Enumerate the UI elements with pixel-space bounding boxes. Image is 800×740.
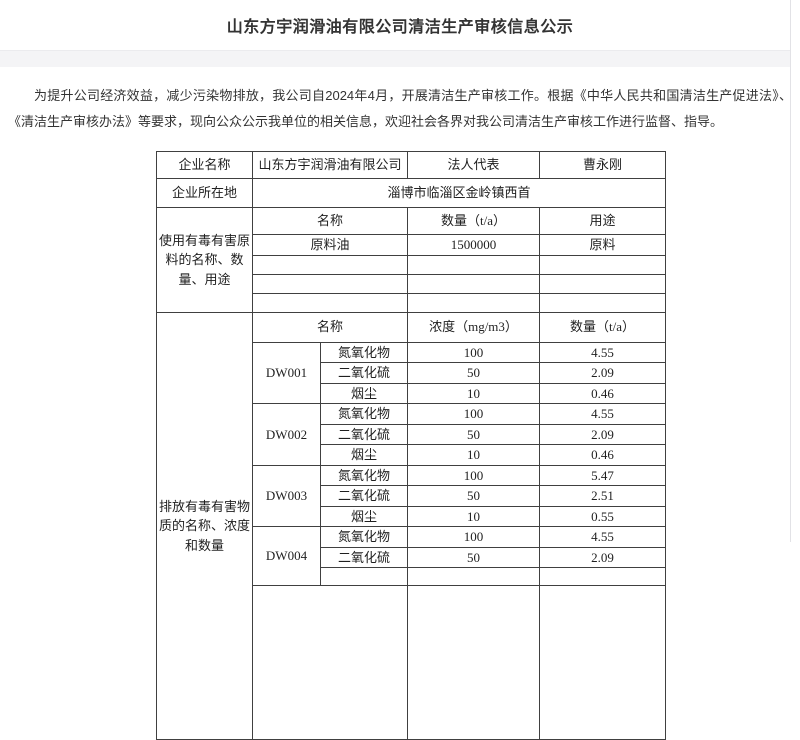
materials-header-qty: 数量（t/a）: [407, 207, 540, 235]
location-row: 企业所在地 淄博市临淄区金岭镇西首: [156, 178, 666, 208]
pollutant-conc-cell: 100: [407, 341, 540, 363]
emissions-row: DW002 氮氧化物 100 4.55: [157, 403, 666, 466]
pollutant-conc-cell: 50: [407, 423, 540, 445]
company-row: 企业名称 山东方宇润滑油有限公司 法人代表 曹永刚: [156, 151, 666, 179]
emissions-header-row: 排放有毒有害物质的名称、浓度和数量 名称 浓度（mg/m3） 数量（t/a）: [156, 311, 666, 740]
location-value: 淄博市临淄区金岭镇西首: [252, 178, 666, 208]
pollutant-name-cell: 二氧化硫: [320, 362, 408, 384]
emissions-row: 烟尘 10 0.55: [157, 505, 666, 527]
pollutant-qty-cell: 2.09: [539, 362, 666, 384]
pollutant-name-cell: 二氧化硫: [320, 546, 408, 568]
emissions-row: 烟尘 10 0.46: [157, 382, 666, 404]
pollutant-qty-cell: 0.46: [539, 444, 666, 466]
legal-rep-value: 曹永刚: [539, 151, 666, 179]
legal-rep-label: 法人代表: [407, 151, 540, 179]
disclosure-table: 企业名称 山东方宇润滑油有限公司 法人代表 曹永刚 企业所在地 淄博市临淄区金岭…: [156, 151, 666, 740]
empty-cell: [407, 273, 540, 294]
outlet-code-cell: DW001: [252, 341, 321, 404]
pollutant-qty-cell: 4.55: [539, 403, 666, 425]
empty-cell: [252, 273, 408, 294]
pollutant-qty-cell: 2.09: [539, 546, 666, 568]
materials-empty-row: [157, 254, 666, 275]
pollutant-conc-cell: 50: [407, 546, 540, 568]
company-name-label: 企业名称: [156, 151, 253, 179]
pollutant-qty-cell: 0.55: [539, 505, 666, 527]
materials-header-use: 用途: [539, 207, 666, 235]
emissions-header-qty: 数量（t/a）: [539, 311, 666, 343]
empty-cell: [407, 567, 540, 586]
intro-paragraph: 为提升公司经济效益，减少污染物排放，我公司自2024年4月，开展清洁生产审核工作…: [8, 88, 792, 129]
pollutant-conc-cell: 50: [407, 362, 540, 384]
emissions-row: 二氧化硫 50 2.51: [157, 485, 666, 507]
empty-cell: [252, 254, 408, 275]
emissions-header-name: 名称: [252, 311, 408, 343]
pollutant-name-cell: 氮氧化物: [320, 403, 408, 425]
location-label: 企业所在地: [156, 178, 253, 208]
company-name-value: 山东方宇润滑油有限公司: [252, 151, 408, 179]
empty-cell: [407, 292, 540, 313]
pollutant-conc-cell: 100: [407, 464, 540, 486]
divider-band: [0, 50, 800, 67]
empty-cell: [407, 585, 540, 740]
empty-cell: [539, 567, 666, 586]
pollutant-name-cell: 氮氧化物: [320, 526, 408, 548]
page-title: 山东方宇润滑油有限公司清洁生产审核信息公示: [226, 19, 574, 36]
material-use-cell: 原料: [539, 234, 666, 256]
table-container: 企业名称 山东方宇润滑油有限公司 法人代表 曹永刚 企业所在地 淄博市临淄区金岭…: [156, 151, 800, 740]
pollutant-name-cell: 二氧化硫: [320, 423, 408, 445]
outlet-code-cell: DW002: [252, 403, 321, 466]
pollutant-name-cell: 烟尘: [320, 444, 408, 466]
pollutant-conc-cell: 100: [407, 403, 540, 425]
material-name-cell: 原料油: [252, 234, 408, 256]
emissions-row: 烟尘 10 0.46: [157, 444, 666, 466]
page-right-border: [790, 0, 791, 542]
pollutant-conc-cell: 10: [407, 444, 540, 466]
pollutant-name-cell: 氮氧化物: [320, 464, 408, 486]
outlet-code-cell: DW003: [252, 464, 321, 527]
scrollbar-track[interactable]: [791, 0, 800, 542]
pollutant-qty-cell: 0.46: [539, 382, 666, 404]
empty-cell: [407, 254, 540, 275]
empty-cell: [539, 273, 666, 294]
pollutant-conc-cell: 50: [407, 485, 540, 507]
pollutant-name-cell: 烟尘: [320, 505, 408, 527]
page-header: 山东方宇润滑油有限公司清洁生产审核信息公示: [0, 0, 800, 50]
materials-header-name: 名称: [252, 207, 408, 235]
emissions-row: 二氧化硫 50 2.09: [157, 362, 666, 384]
empty-cell: [539, 585, 666, 740]
emissions-section-label: 排放有毒有害物质的名称、浓度和数量: [156, 311, 253, 740]
pollutant-name-cell: 氮氧化物: [320, 341, 408, 363]
materials-header-row: 使用有毒有害原料的名称、数量、用途 名称 数量（t/a） 用途: [156, 207, 666, 313]
pollutant-name-cell: 烟尘: [320, 382, 408, 404]
emissions-row: DW001 氮氧化物 100 4.55: [157, 341, 666, 404]
pollutant-qty-cell: 2.51: [539, 485, 666, 507]
pollutant-qty-cell: 4.55: [539, 341, 666, 363]
material-qty-cell: 1500000: [407, 234, 540, 256]
pollutant-conc-cell: 10: [407, 382, 540, 404]
materials-section-label: 使用有毒有害原料的名称、数量、用途: [156, 207, 253, 313]
pollutant-qty-cell: 4.55: [539, 526, 666, 548]
empty-cell: [252, 292, 408, 313]
pollutant-name-cell: 二氧化硫: [320, 485, 408, 507]
empty-cell: [320, 567, 408, 586]
emissions-header-conc: 浓度（mg/m3）: [407, 311, 540, 343]
outlet-code-cell: DW004: [252, 526, 321, 586]
pollutant-conc-cell: 100: [407, 526, 540, 548]
materials-empty-row: [157, 273, 666, 294]
pollutant-qty-cell: 2.09: [539, 423, 666, 445]
pollutant-qty-cell: 5.47: [539, 464, 666, 486]
empty-cell: [539, 254, 666, 275]
empty-cell: [252, 585, 408, 740]
pollutant-conc-cell: 10: [407, 505, 540, 527]
empty-cell: [539, 292, 666, 313]
